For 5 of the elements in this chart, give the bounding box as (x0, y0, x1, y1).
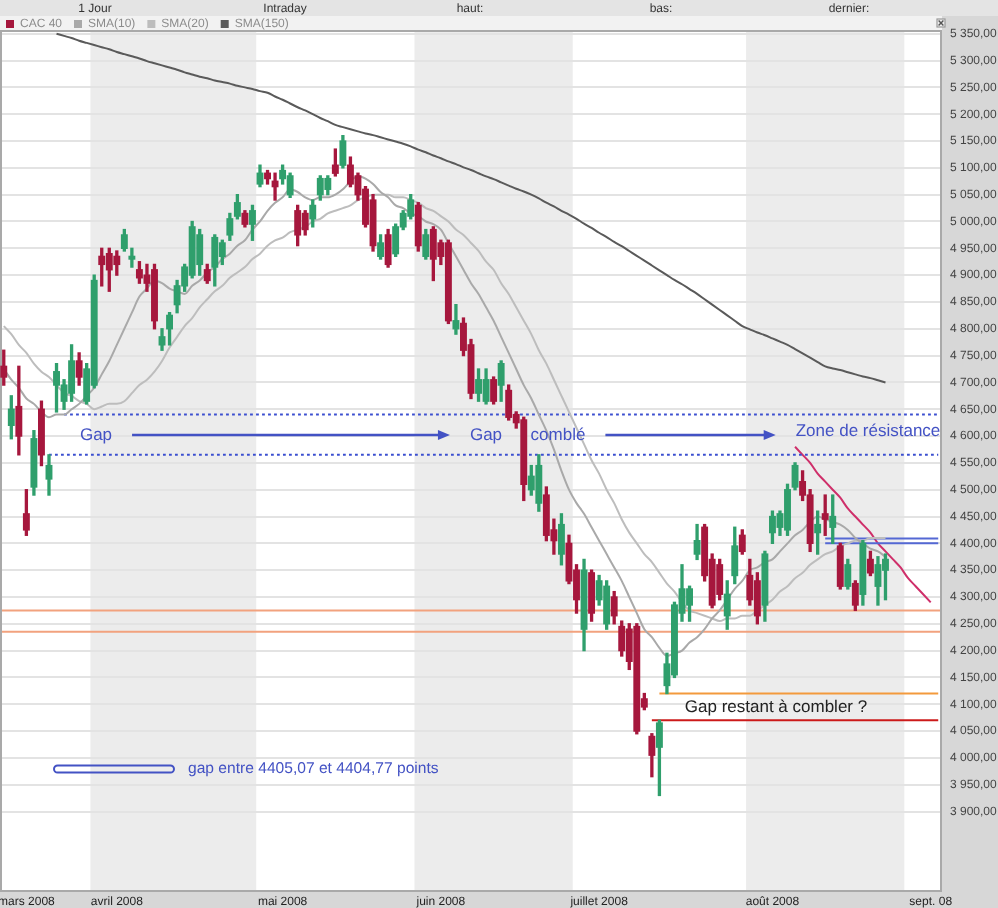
annotation: comblé (530, 423, 586, 444)
annotation: Gap restant à combler ? (684, 695, 868, 716)
annotation: Zone de résistance (795, 419, 941, 440)
annotation: Gap (469, 423, 503, 444)
annotation: Gap (79, 423, 113, 444)
